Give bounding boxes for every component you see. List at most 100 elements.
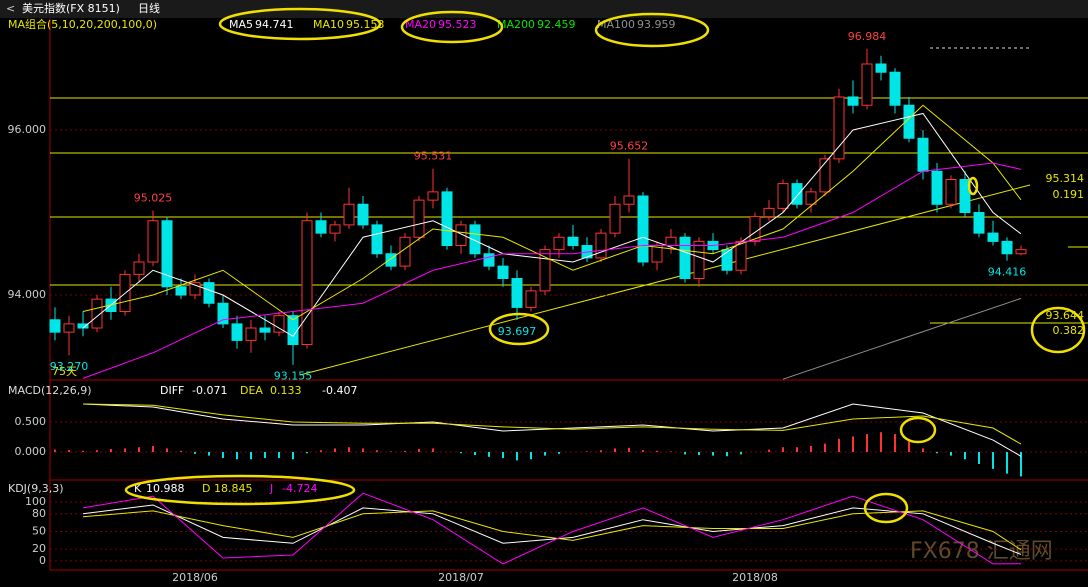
candle-body [371,224,383,255]
candle-body [63,323,75,333]
candle-body [959,178,971,214]
candle-body [567,236,579,247]
candle-body [595,232,607,259]
back-icon[interactable]: < [6,2,15,15]
highlight-ellipse [124,474,356,506]
candle-body [287,315,299,346]
x-tick-label: 2018/06 [172,571,218,584]
candle-body [175,286,187,296]
legend-name: MA20 [405,18,436,31]
low-label: 93.697 [498,325,537,338]
candle-body [413,199,425,238]
candle-body [245,327,257,341]
low-label: 93.155 [274,370,313,383]
candle-body [441,191,453,247]
y-tick-label: 94.000 [8,288,47,301]
candle-body [497,265,509,280]
title-bar [0,0,1088,18]
candle-body [315,220,327,234]
dea-label: DEA [240,384,263,397]
sub-label: 75天 [52,365,77,378]
y-tick-label: 96.000 [8,123,47,136]
candle-body [133,261,145,275]
y-tick-label: 100 [25,495,46,508]
legend-value: 94.741 [255,18,294,31]
macd-value: -0.407 [322,384,357,397]
macd-line [82,403,1022,457]
legend-value: 95.153 [346,18,385,31]
x-tick-label: 2018/08 [732,571,778,584]
candle-body [973,212,985,234]
candle-body [161,220,173,288]
candle-body [301,220,313,346]
candle-body [931,170,943,205]
highlight-ellipse [400,10,504,44]
macd-line [82,403,1022,445]
legend-name: MA10 [313,18,344,31]
level-label: 0.382 [1053,324,1085,337]
candle-body [777,183,789,209]
kdj-line [82,492,1022,565]
low-label: 93.270 [50,360,89,373]
macd-title: MACD(12,26,9) [8,384,92,397]
candle-body [889,71,901,106]
legend-value: 18.845 [214,482,253,495]
candle-body [693,240,705,280]
candle-body [833,96,845,160]
annotations [124,7,1086,524]
candle-body [525,290,537,308]
candle-body [623,195,635,205]
candle-body [735,240,747,271]
candle-body [847,96,859,106]
candle-body [1015,249,1027,255]
candle-body [987,232,999,242]
legend-name: MA5 [229,18,253,31]
candle-body [903,104,915,139]
candle-body [49,319,61,333]
drawing-tools [50,47,1088,376]
legend-name: K [134,482,142,495]
candle-body [763,207,775,218]
kdj-title: KDJ(9,3,3) [8,482,64,495]
candle-body [1001,240,1013,255]
candle-body [861,63,873,106]
candle-body [259,327,271,333]
candle-body [875,63,887,73]
candle-body [427,191,439,201]
legend-value: 92.459 [537,18,576,31]
candle-body [553,236,565,251]
candle-body [665,236,677,247]
candle-body [721,249,733,271]
y-tick-label: 0.500 [15,415,47,428]
watermark: FX678 汇通网 [910,539,1053,564]
candle-body [455,224,467,247]
candle-body [819,158,831,193]
candle-body [539,249,551,292]
legend-name: D [202,482,210,495]
legend-value: 95.523 [438,18,477,31]
highlight-ellipse [594,12,710,48]
candle-body [637,195,649,263]
dea-value: 0.133 [270,384,302,397]
candle-body [483,253,495,267]
candle-body [385,253,397,267]
candle-body [609,203,621,234]
candle-body [343,203,355,226]
high-label: 95.531 [414,150,453,163]
x-tick-label: 2018/07 [438,571,484,584]
candle-body [469,224,481,255]
candle-body [945,178,957,205]
period-selector[interactable]: 日线 [138,1,160,15]
legend-name: MA200 [497,18,535,31]
legend-value: 10.988 [146,482,185,495]
level-label: 95.314 [1046,172,1085,185]
y-tick-label: 0.000 [15,445,47,458]
y-tick-label: 80 [32,507,46,520]
highlight-ellipse [488,312,550,346]
diff-label: DIFF [160,384,184,397]
candle-body [329,224,341,234]
candle-body [805,191,817,205]
ma-line [82,104,1022,321]
